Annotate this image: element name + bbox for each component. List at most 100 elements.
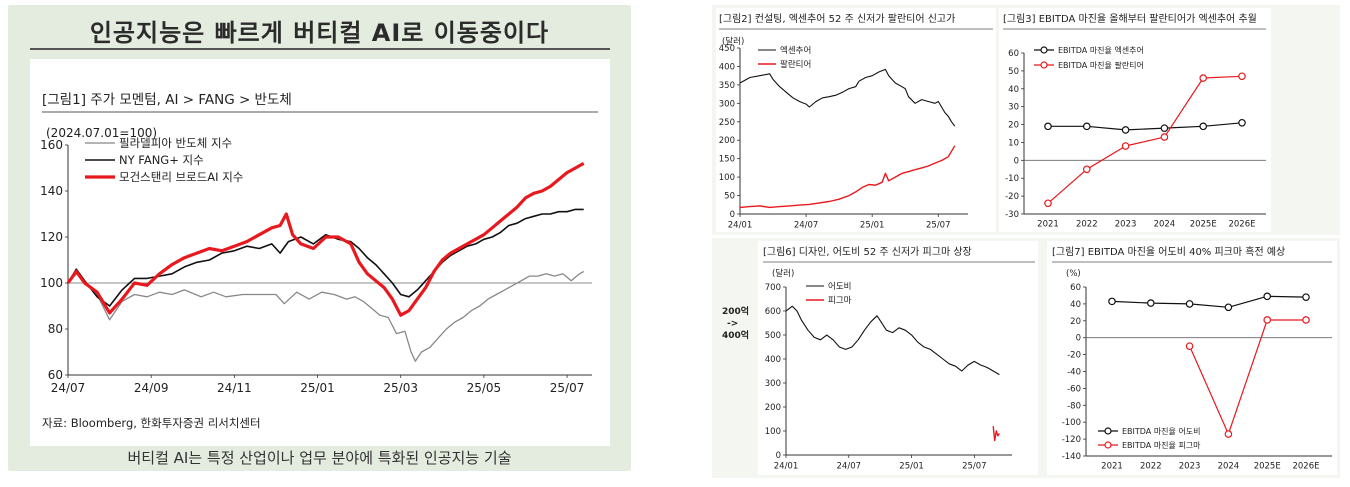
fig6-x-tick-label: 25/01 <box>899 462 924 472</box>
fig6-y-tick-label: 0 <box>776 451 781 461</box>
fig2-y-tick-label: 250 <box>719 118 735 128</box>
fig6-y-tick-label: 300 <box>765 379 781 389</box>
fig1-y-tick-label: 160 <box>40 138 63 152</box>
fig1-y-tick-label: 140 <box>40 184 63 198</box>
fig3-y-tick-label: 40 <box>1008 85 1019 95</box>
fig3-y-tick-label: 50 <box>1008 67 1019 77</box>
fig3-legend-marker <box>1040 61 1048 69</box>
fig7-y-tick-label: 0 <box>1076 334 1081 344</box>
fig7-x-tick-label: 2025E <box>1254 462 1281 472</box>
fig7-series-1-point <box>1263 316 1272 324</box>
fig3-chart: [그림3] EBITDA 마진율 올해부터 팔란티어가 엑센추어 추월 -30-… <box>999 8 1271 232</box>
fig2-legend-label: 엑센추어 <box>780 45 811 56</box>
fig3-series-0-line <box>1048 122 1243 131</box>
fig7-y-tick-label: -140 <box>1062 452 1081 462</box>
fig2-y-tick-label: 350 <box>719 81 735 91</box>
left-title: 인공지능은 빠르게 버티컬 AI로 이동중이다 <box>89 19 550 47</box>
fig1-y-tick-label: 80 <box>48 322 63 336</box>
fig3-series-1-point <box>1199 74 1208 82</box>
fig6-bg <box>758 241 1038 475</box>
fig6-chart: [그림6] 디자인, 어도비 52 주 신저가 피그마 상장 (달러) 0 100… <box>758 241 1038 475</box>
fig1-x-tick-label: 24/07 <box>51 381 86 395</box>
fig3-series-0-point <box>1121 126 1130 134</box>
fig7-series-1-point <box>1224 430 1233 438</box>
fig2-legend-label: 팔란티어 <box>780 59 811 70</box>
fig1-legend-label: 모건스탠리 브로드AI 지수 <box>119 170 243 184</box>
fig1-card: [그림1] 주가 모멘텀, AI > FANG > 반도체 (2024.07.0… <box>30 59 610 446</box>
fig3-x-tick-label: 2021 <box>1037 220 1059 230</box>
fig7-series-0-point <box>1108 297 1116 306</box>
fig7-legend-marker <box>1104 441 1112 449</box>
fig6-y-tick-label: 500 <box>765 331 781 341</box>
fig7-y-tick-label: -80 <box>1067 401 1081 411</box>
fig7-series-0-point <box>1147 299 1155 307</box>
fig6-x-tick-label: 25/07 <box>962 462 987 472</box>
fig3-x-tick-label: 2023 <box>1115 220 1137 230</box>
fig3-y-tick-label: 30 <box>1008 103 1019 113</box>
fig2-title: [그림2] 컨설팅, 엑센추어 52 주 신저가 팔란티어 신고가 <box>719 13 955 25</box>
fig2-x-tick-label: 24/01 <box>728 221 753 231</box>
fig7-legend-label: EBITDA 마진율 피그마 <box>1122 440 1201 450</box>
title-divider <box>30 48 610 50</box>
fig3-series-0-point <box>1160 124 1169 132</box>
fig6-series-1-line <box>992 426 1000 442</box>
fig1-x-tick-label: 24/09 <box>134 381 169 395</box>
fig2-x-tick-label: 24/07 <box>794 221 819 231</box>
left-panel: 인공지능은 빠르게 버티컬 AI로 이동중이다 [그림1] 주가 모멘텀, AI… <box>8 5 631 471</box>
fig7-y-tick-label: -120 <box>1062 435 1081 445</box>
fig1-x-tick-label: 25/05 <box>467 381 502 395</box>
fig6-legend-label: 어도비 <box>828 281 851 292</box>
fig6-ylabel: (달러) <box>772 268 794 279</box>
fig6-title: [그림6] 디자인, 어도비 52 주 신저가 피그마 상장 <box>763 246 972 258</box>
fig2-series-1-line <box>739 145 956 209</box>
fig7-x-tick-label: 2026E <box>1292 462 1319 472</box>
fig7-y-tick-label: -60 <box>1067 384 1081 394</box>
fig6-y-tick-label: 100 <box>765 427 781 437</box>
side-note-line1: 200억 <box>722 305 749 317</box>
fig7-y-tick-label: 60 <box>1070 283 1081 293</box>
fig1-title: [그림1] 주가 모멘텀, AI > FANG > 반도체 <box>42 92 292 108</box>
fig3-legend-label: EBITDA 마진율 엑센추어 <box>1058 45 1144 55</box>
fig6-series-0-line <box>785 305 1000 376</box>
fig3-series-1-point <box>1121 142 1130 150</box>
fig1-source: 자료: Bloomberg, 한화투자증권 리서치센터 <box>42 416 261 430</box>
fig2-y-tick-label: 450 <box>719 44 735 54</box>
side-note-line3: 400억 <box>722 329 749 341</box>
fig3-x-tick-label: 2025E <box>1190 220 1217 230</box>
fig6-y-tick-label: 200 <box>765 403 781 413</box>
fig7-series-1-point <box>1302 316 1310 324</box>
fig2-y-tick-label: 300 <box>719 99 735 109</box>
fig1-chart: [그림1] 주가 모멘텀, AI > FANG > 반도체 (2024.07.0… <box>40 92 598 430</box>
fig3-y-tick-label: 10 <box>1008 138 1019 148</box>
fig6-y-tick-label: 400 <box>765 355 781 365</box>
fig7-legend-label: EBITDA 마진율 어도비 <box>1122 426 1201 436</box>
fig6-x-tick-label: 24/01 <box>774 462 799 472</box>
fig1-series-1-line <box>67 208 584 307</box>
fig3-x-tick-label: 2026E <box>1228 220 1255 230</box>
fig1-x-tick-label: 25/01 <box>300 381 335 395</box>
fig3-series-0-point <box>1044 122 1052 131</box>
fig2-y-tick-label: 100 <box>719 173 735 183</box>
fig7-series-0-line <box>1111 295 1307 308</box>
fig2-x-tick-label: 25/07 <box>926 221 951 231</box>
fig2-y-tick-label: 400 <box>719 62 735 72</box>
fig3-legend-marker <box>1040 46 1048 54</box>
fig2-y-tick-label: 150 <box>719 155 735 165</box>
fig3-series-1-point <box>1238 72 1246 81</box>
fig2-x-tick-label: 25/01 <box>860 221 885 231</box>
fig1-x-tick-label: 24/11 <box>217 381 252 395</box>
fig3-series-1-point <box>1160 133 1169 141</box>
fig3-series-1-line <box>1047 75 1243 204</box>
fig3-plot: -30 -20 -10 0 10 20 30 40 50 60 2021 2022 2023 2024 20… <box>1005 45 1266 230</box>
fig3-y-tick-label: -10 <box>1005 174 1019 184</box>
fig7-x-tick-label: 2021 <box>1101 462 1123 472</box>
fig3-series-1-point <box>1044 199 1052 208</box>
fig7-y-tick-label: 20 <box>1070 317 1081 327</box>
side-note-line2: -> <box>727 319 738 329</box>
fig3-y-tick-label: 20 <box>1008 121 1019 131</box>
fig2-series-0-line <box>739 68 956 127</box>
fig7-y-tick-label: -20 <box>1067 351 1081 361</box>
fig3-series-1-point <box>1083 165 1091 174</box>
fig3-legend-label: EBITDA 마진율 팔란티어 <box>1058 60 1144 70</box>
